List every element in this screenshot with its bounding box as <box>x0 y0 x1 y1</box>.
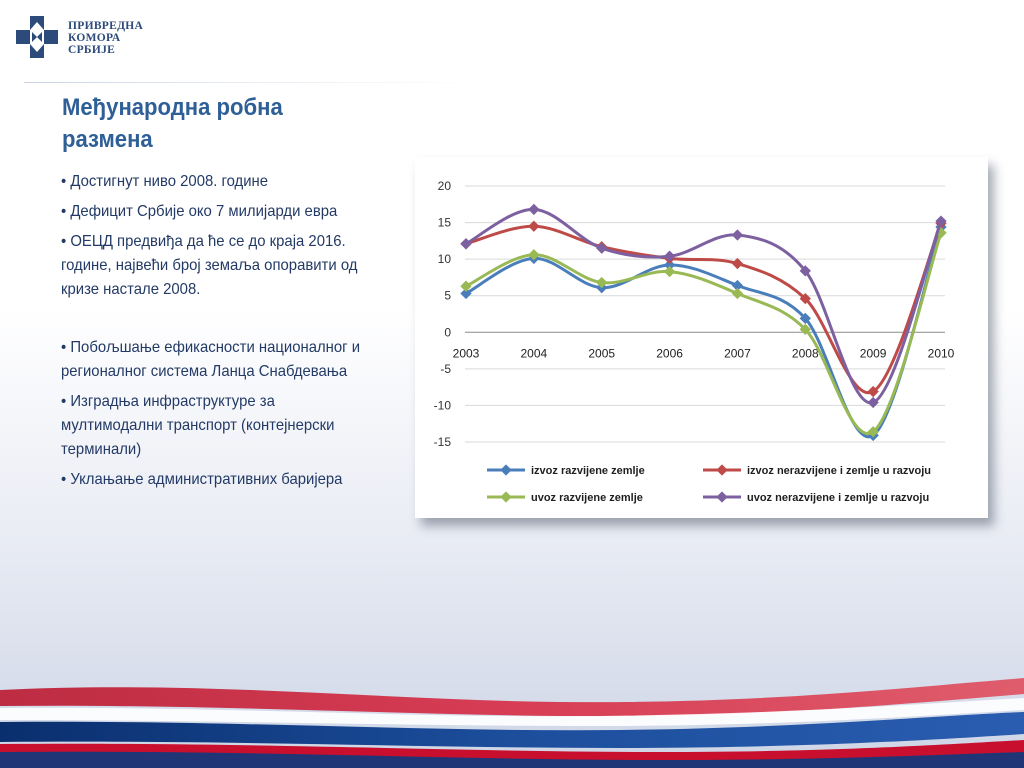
legend-swatch-marker <box>500 491 512 503</box>
data-point <box>799 323 811 336</box>
logo-line-3: СРБИЈЕ <box>68 44 116 56</box>
series-line <box>465 222 943 395</box>
y-tick-label: -10 <box>434 398 452 412</box>
x-tick-label: 2004 <box>521 346 548 360</box>
y-tick-label: 15 <box>438 216 452 230</box>
x-tick-label: 2010 <box>928 346 955 360</box>
bullet-item: • Уклањање административних баријера <box>61 471 343 488</box>
x-tick-label: 2006 <box>656 346 683 360</box>
legend-swatch-marker <box>716 464 728 476</box>
y-tick-label: 10 <box>438 252 452 266</box>
data-point <box>731 279 744 292</box>
data-point <box>460 238 472 250</box>
chamber-logo-mark-icon <box>16 16 58 58</box>
data-point <box>799 292 811 305</box>
bullet-item: • Побољшање ефикасности националног и ре… <box>61 339 361 380</box>
bullet-item: • Дефицит Србије око 7 милијарди евра <box>61 203 338 220</box>
data-point <box>731 287 744 300</box>
x-tick-label: 2007 <box>724 346 751 360</box>
data-point <box>867 426 879 438</box>
chart-card: 20 15 10 5 0 -5 -10 -15 2003 2004 2005 2006 2007 2008… <box>415 157 988 518</box>
legend-swatch-marker <box>716 491 728 503</box>
chamber-logo-text: ПРИВРЕДНА КОМОРА СРБИЈЕ <box>68 20 143 56</box>
series-line <box>465 207 943 405</box>
slide-title-line-2: размена <box>62 126 153 153</box>
x-tick-label: 2005 <box>588 346 615 360</box>
bullet-item: • ОЕЦД предвиђа да ће се до краја 2016. … <box>61 233 358 298</box>
y-tick-label: 5 <box>444 289 451 303</box>
bullet-list: • Достигнут ниво 2008. године • Дефицит … <box>61 170 396 498</box>
data-point <box>935 215 947 227</box>
bullet-item: • Изградња инфраструктуре за мултимодалн… <box>61 393 335 458</box>
bullet-item: • Достигнут ниво 2008. године <box>61 173 269 190</box>
data-point <box>528 203 540 216</box>
y-tick-label: 20 <box>438 179 452 193</box>
slide-title: Међународна робна размена <box>62 92 338 156</box>
header-divider <box>24 82 480 83</box>
logo-line-1: ПРИВРЕДНА <box>68 20 144 32</box>
data-point <box>867 385 879 398</box>
y-tick-label: -5 <box>440 362 451 376</box>
data-point <box>799 312 811 325</box>
x-tick-label: 2009 <box>860 346 887 360</box>
data-point <box>731 257 744 270</box>
data-point <box>663 265 676 278</box>
slide-title-line-1: Међународна робна <box>62 94 283 121</box>
legend-label: uvoz nerazvijene i zemlje u razvoju <box>747 492 929 504</box>
legend-swatch-marker <box>500 464 512 476</box>
legend-label: izvoz nerazvijene i zemlje u razvoju <box>747 465 931 477</box>
legend-label: uvoz razvijene zemlje <box>531 492 643 504</box>
data-point <box>731 229 744 241</box>
flag-wave-decoration <box>0 678 1024 768</box>
y-tick-label: -15 <box>434 435 452 449</box>
chamber-logo: ПРИВРЕДНА КОМОРА СРБИЈЕ <box>16 14 166 66</box>
y-tick-label: 0 <box>444 325 451 339</box>
x-tick-label: 2003 <box>453 346 480 360</box>
trade-line-chart: 20 15 10 5 0 -5 -10 -15 2003 2004 2005 2006 2007 2008… <box>434 179 955 504</box>
legend-label: izvoz razvijene zemlje <box>531 465 645 477</box>
logo-line-2: КОМОРА <box>68 32 121 44</box>
data-point <box>460 287 472 300</box>
data-point <box>867 396 879 409</box>
x-tick-label: 2008 <box>792 346 819 360</box>
